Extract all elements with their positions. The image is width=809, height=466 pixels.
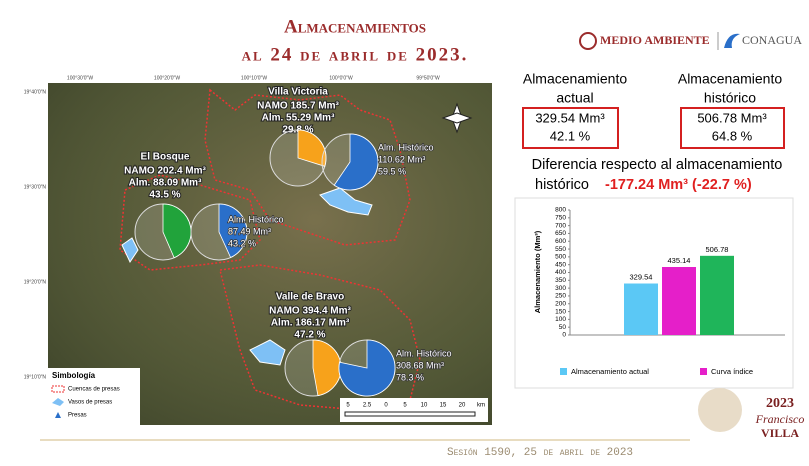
hist-title: Alm. Histórico — [228, 214, 284, 224]
slide: Almacenamientos al 24 de abril de 2023. … — [0, 0, 809, 466]
legend-label: Almacenamiento actual — [571, 367, 649, 376]
dam-percent: 43.5 % — [149, 190, 180, 201]
dam-namo: NAMO 394.4 Mm³ — [269, 306, 351, 317]
map-legend-item: Vasos de presas — [68, 400, 112, 406]
dam-name: Villa Victoria — [268, 87, 328, 98]
hist-percent: 43.2 % — [228, 238, 256, 248]
hist-title: Alm. Histórico — [378, 142, 434, 152]
logo-text: 2023 — [766, 396, 794, 411]
map-legend-item: Cuencas de presas — [68, 387, 120, 393]
difference-value: -177.24 Mm³ (-22.7 %) — [605, 177, 752, 193]
y-tick-label: 700 — [555, 222, 566, 229]
y-tick-label: 250 — [555, 293, 566, 300]
scale-label: 2.5 — [363, 403, 372, 409]
logo-text: MEDIO AMBIENTE — [600, 33, 710, 47]
hist-volume: 110.62 Mm³ — [378, 154, 425, 164]
dam-name: El Bosque — [141, 152, 190, 163]
logo-text: CONAGUA — [742, 33, 802, 47]
dam-storage: Alm. 55.29 Mm³ — [262, 113, 335, 124]
y-tick-label: 800 — [555, 207, 566, 214]
dam-namo: NAMO 185.7 Mm³ — [257, 101, 339, 112]
scale-label: 15 — [440, 403, 447, 409]
summary-label: histórico — [704, 90, 756, 106]
difference-label: histórico — [535, 177, 589, 193]
y-tick-label: 600 — [555, 238, 566, 245]
dam-percent: 47.2 % — [294, 330, 325, 341]
summary-value: 64.8 % — [712, 128, 753, 143]
y-axis-label: Almacenamiento (Mm³) — [533, 230, 542, 313]
y-tick-label: 300 — [555, 285, 566, 292]
map-coordinate: 100°20'0"W — [154, 75, 180, 81]
bar — [662, 267, 696, 335]
hist-percent: 59.5 % — [378, 166, 406, 176]
y-tick-label: 0 — [562, 332, 566, 339]
summary-label: actual — [556, 90, 593, 106]
y-tick-label: 50 — [559, 324, 567, 331]
summary-label: Almacenamiento — [523, 71, 627, 87]
y-tick-label: 550 — [555, 246, 566, 253]
legend-swatch — [560, 368, 567, 375]
scale-label: 20 — [459, 403, 466, 409]
scale-label: 10 — [421, 403, 428, 409]
map-legend-item: Presas — [68, 413, 87, 419]
bar — [700, 256, 734, 335]
summary-value: 42.1 % — [550, 128, 591, 143]
y-tick-label: 750 — [555, 215, 566, 222]
map-legend-title: Simbología — [52, 371, 96, 380]
value-label: 329.54 — [630, 272, 653, 281]
map-coordinate: 100°0'0"W — [329, 75, 353, 81]
hist-volume: 308.68 Mm³ — [396, 360, 444, 370]
y-tick-label: 450 — [555, 261, 566, 268]
y-tick-label: 100 — [555, 316, 566, 323]
bar — [624, 284, 658, 335]
footer-text: Sesión 1590, 25 de abril de 2023 — [447, 447, 633, 459]
y-tick-label: 500 — [555, 254, 566, 261]
hist-volume: 87.49 Mm³ — [228, 226, 271, 236]
map-coordinate: 19°20'0"N — [24, 279, 47, 285]
logo-portrait — [698, 388, 742, 432]
y-tick-label: 200 — [555, 300, 566, 307]
dam-namo: NAMO 202.4 Mm³ — [124, 166, 206, 177]
y-tick-label: 150 — [555, 308, 566, 315]
hist-percent: 78.3 % — [396, 372, 424, 382]
dam-name: Valle de Bravo — [276, 292, 344, 303]
legend-swatch — [700, 368, 707, 375]
summary-value: 329.54 Mm³ — [535, 110, 605, 125]
legend-label: Curva índice — [711, 367, 753, 376]
title: al 24 de abril de 2023. — [242, 44, 469, 65]
map-coordinate: 99°50'0"W — [416, 75, 440, 81]
dam-storage: Alm. 88.09 Mm³ — [129, 178, 202, 189]
hist-title: Alm. Histórico — [396, 348, 452, 358]
map-coordinate: 19°10'0"N — [24, 374, 47, 380]
dam-storage: Alm. 186.17 Mm³ — [271, 318, 350, 329]
map-coordinate: 100°10'0"W — [241, 75, 267, 81]
y-tick-label: 400 — [555, 269, 566, 276]
map-coordinate: 100°30'0"W — [67, 75, 93, 81]
scale-label: km — [477, 403, 485, 409]
summary-value: 506.78 Mm³ — [697, 110, 767, 125]
value-label: 435.14 — [668, 256, 691, 265]
map-coordinate: 19°40'0"N — [24, 89, 47, 95]
value-label: 506.78 — [706, 245, 729, 254]
y-tick-label: 650 — [555, 230, 566, 237]
difference-label: Diferencia respecto al almacenamiento — [532, 157, 783, 173]
logo-text: VILLA — [761, 426, 799, 440]
summary-label: Almacenamiento — [678, 71, 782, 87]
title: Almacenamientos — [284, 16, 426, 37]
logo-text: Francisco — [755, 412, 805, 426]
map-coordinate: 19°30'0"N — [24, 184, 47, 190]
y-tick-label: 350 — [555, 277, 566, 284]
